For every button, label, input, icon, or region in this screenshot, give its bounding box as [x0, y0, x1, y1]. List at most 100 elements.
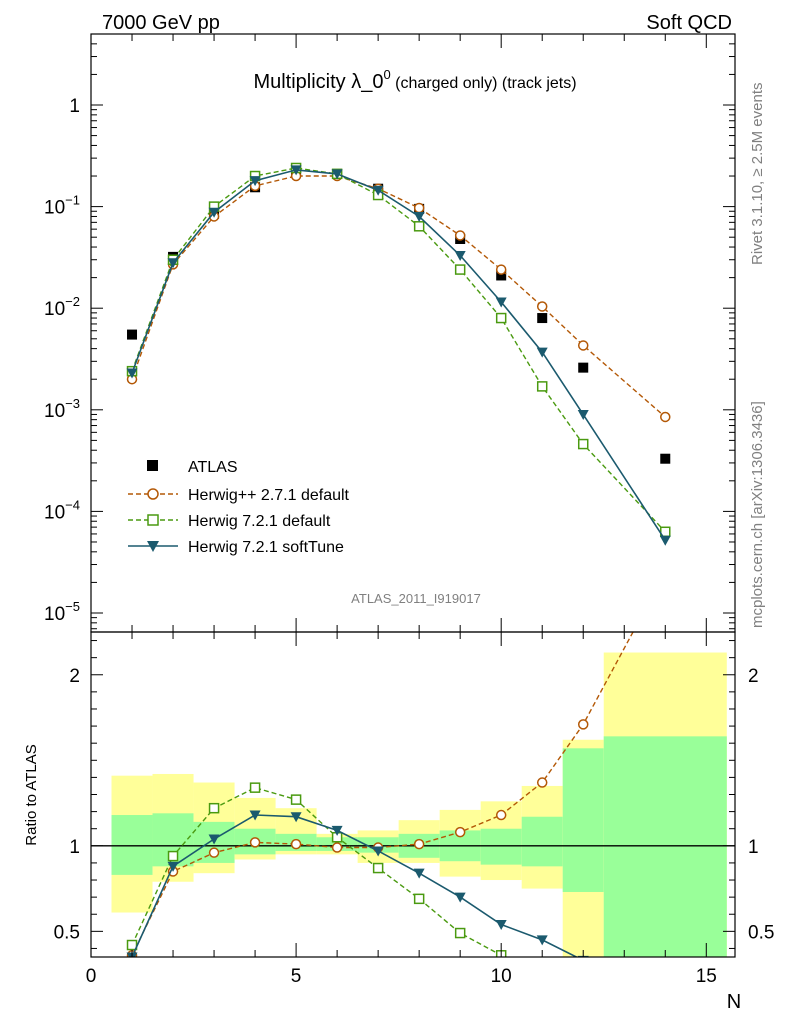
main-line-softtune — [131, 169, 666, 541]
ratio-uncertainty-bands — [111, 652, 727, 957]
main-point-softtune-12 — [659, 535, 671, 546]
ratio-band-green-12 — [603, 736, 727, 957]
ratio-ytick-label-right: 2 — [748, 666, 759, 687]
ratio-point-herwig721-4 — [290, 794, 302, 805]
ratio-point-herwigpp-5 — [331, 842, 343, 853]
main-point-herwigpp-8 — [454, 230, 466, 241]
chart-title: Multiplicity λ_00 (charged only) (track … — [253, 67, 576, 93]
main-point-herwig721-7 — [413, 221, 425, 232]
main-point-herwigpp-9 — [495, 264, 507, 275]
main-ytick-base: 10 — [44, 502, 65, 523]
ratio-point-herwig721-8 — [454, 927, 466, 939]
ratio-point-softtune-5 — [331, 825, 343, 836]
ratio-point-herwigpp-11 — [577, 719, 589, 730]
analysis-label: ATLAS_2011_I919017 — [351, 591, 481, 606]
main-point-atlas-9 — [496, 270, 507, 281]
legend-marker-softtune — [147, 541, 159, 552]
ratio-ytick-label-left: 1 — [69, 837, 80, 858]
legend-label-herwigpp: Herwig++ 2.7.1 default — [188, 487, 350, 504]
ratio-ytick-label-right: 0.5 — [748, 922, 774, 943]
main-series-softtune — [126, 165, 671, 546]
main-point-herwig721-8 — [454, 264, 466, 275]
legend-marker-herwigpp — [147, 488, 159, 500]
main-point-atlas-12 — [660, 453, 671, 464]
ratio-point-herwigpp-12 — [661, 568, 670, 577]
ratio-point-herwigpp-4 — [290, 838, 302, 850]
ratio-point-herwig721-11 — [579, 987, 588, 996]
ratio-point-softtune-1 — [167, 861, 179, 872]
main-point-softtune-1 — [167, 258, 179, 269]
chart-title-sub: (charged only) (track jets) — [391, 75, 577, 92]
ratio-band-green-0 — [111, 815, 153, 875]
ratio-band-green-10 — [521, 816, 563, 867]
ratio-point-softtune-12 — [660, 985, 671, 995]
ratio-point-herwig721-2 — [208, 802, 220, 814]
ratio-point-herwig721-0 — [126, 939, 138, 951]
ratio-y-axis-label: Ratio to ATLAS — [23, 744, 40, 845]
ratio-point-softtune-4 — [290, 812, 302, 823]
main-point-softtune-2 — [208, 207, 220, 218]
ratio-y-ticks: 0.5 0.5 1 1 2 2 — [54, 640, 774, 949]
ratio-point-herwigpp-8 — [454, 826, 466, 838]
main-point-softtune-9 — [495, 297, 507, 308]
ratio-point-herwig721-6 — [372, 862, 384, 874]
main-ytick-exp: −5 — [65, 599, 80, 614]
ratio-ytick-label-right: 1 — [748, 837, 759, 858]
main-ytick-base: 10 — [44, 198, 65, 219]
main-ytick-base: 10 — [44, 604, 65, 625]
main-point-herwigpp-12 — [660, 411, 671, 423]
mcplots-credit-label: mcplots.cern.ch [arXiv:1306.3436] — [749, 401, 766, 628]
ratio-series-herwigpp — [126, 568, 670, 957]
ratio-point-herwig721-7 — [413, 893, 425, 905]
main-panel: Multiplicity λ_00 (charged only) (track … — [44, 33, 736, 633]
chart-title-main: Multiplicity λ_0 — [253, 71, 383, 93]
main-point-herwig721-10 — [536, 381, 548, 392]
legend-marker-herwig721 — [147, 514, 159, 526]
ratio-point-softtune-8 — [454, 892, 466, 903]
legend-label-herwig721: Herwig 7.2.1 default — [188, 513, 331, 530]
xtick-label: 5 — [291, 966, 302, 987]
ratio-ytick-label-left: 2 — [69, 666, 80, 687]
ratio-band-green-11 — [562, 748, 604, 892]
main-ytick-label: 10−4 — [44, 497, 80, 523]
main-point-herwig721-11 — [577, 438, 589, 450]
main-ytick-base: 10 — [44, 299, 65, 320]
main-point-softtune-3 — [249, 176, 261, 187]
xtick-label: 15 — [696, 966, 717, 987]
xtick-label: 10 — [491, 966, 512, 987]
xtick-label: 0 — [86, 966, 97, 987]
ratio-point-softtune-6 — [372, 846, 384, 857]
main-point-herwig721-9 — [495, 312, 507, 324]
rivet-version-label: Rivet 3.1.10, ≥ 2.5M events — [749, 83, 766, 266]
main-ytick-label: 1 — [69, 96, 80, 117]
main-point-softtune-11 — [577, 409, 589, 420]
ratio-point-herwigpp-9 — [495, 809, 507, 821]
main-point-herwigpp-10 — [536, 301, 548, 312]
main-point-atlas-10 — [537, 313, 548, 324]
main-point-softtune-6 — [372, 185, 384, 196]
ratio-point-herwig721-1 — [167, 850, 179, 862]
chart-title-sup: 0 — [383, 67, 390, 82]
main-ytick-label: 10−2 — [44, 294, 80, 320]
main-ytick-exp: −2 — [65, 294, 80, 309]
main-point-softtune-8 — [454, 251, 466, 262]
main-point-atlas-0 — [127, 329, 138, 340]
main-point-softtune-0 — [126, 368, 138, 379]
ratio-point-softtune-3 — [249, 810, 261, 821]
main-point-herwigpp-7 — [413, 202, 425, 214]
ratio-point-herwigpp-3 — [249, 837, 261, 848]
main-ytick-base: 10 — [44, 401, 65, 422]
main-ytick-label: 10−5 — [44, 599, 80, 625]
legend-marker-atlas — [147, 460, 158, 471]
ratio-point-herwig721-3 — [249, 782, 261, 793]
x-ticks: 0 5 10 15 N — [86, 34, 741, 1013]
ratio-point-herwigpp-7 — [413, 838, 425, 850]
legend-label-atlas: ATLAS — [188, 459, 238, 476]
x-axis-label: N — [727, 991, 741, 1013]
main-point-softtune-7 — [413, 211, 425, 222]
header-energy-label: 7000 GeV pp — [102, 12, 220, 34]
legend: ATLAS Herwig++ 2.7.1 default Herwig 7.2.1 … — [128, 459, 350, 556]
main-ytick-label: 10−1 — [44, 193, 80, 219]
